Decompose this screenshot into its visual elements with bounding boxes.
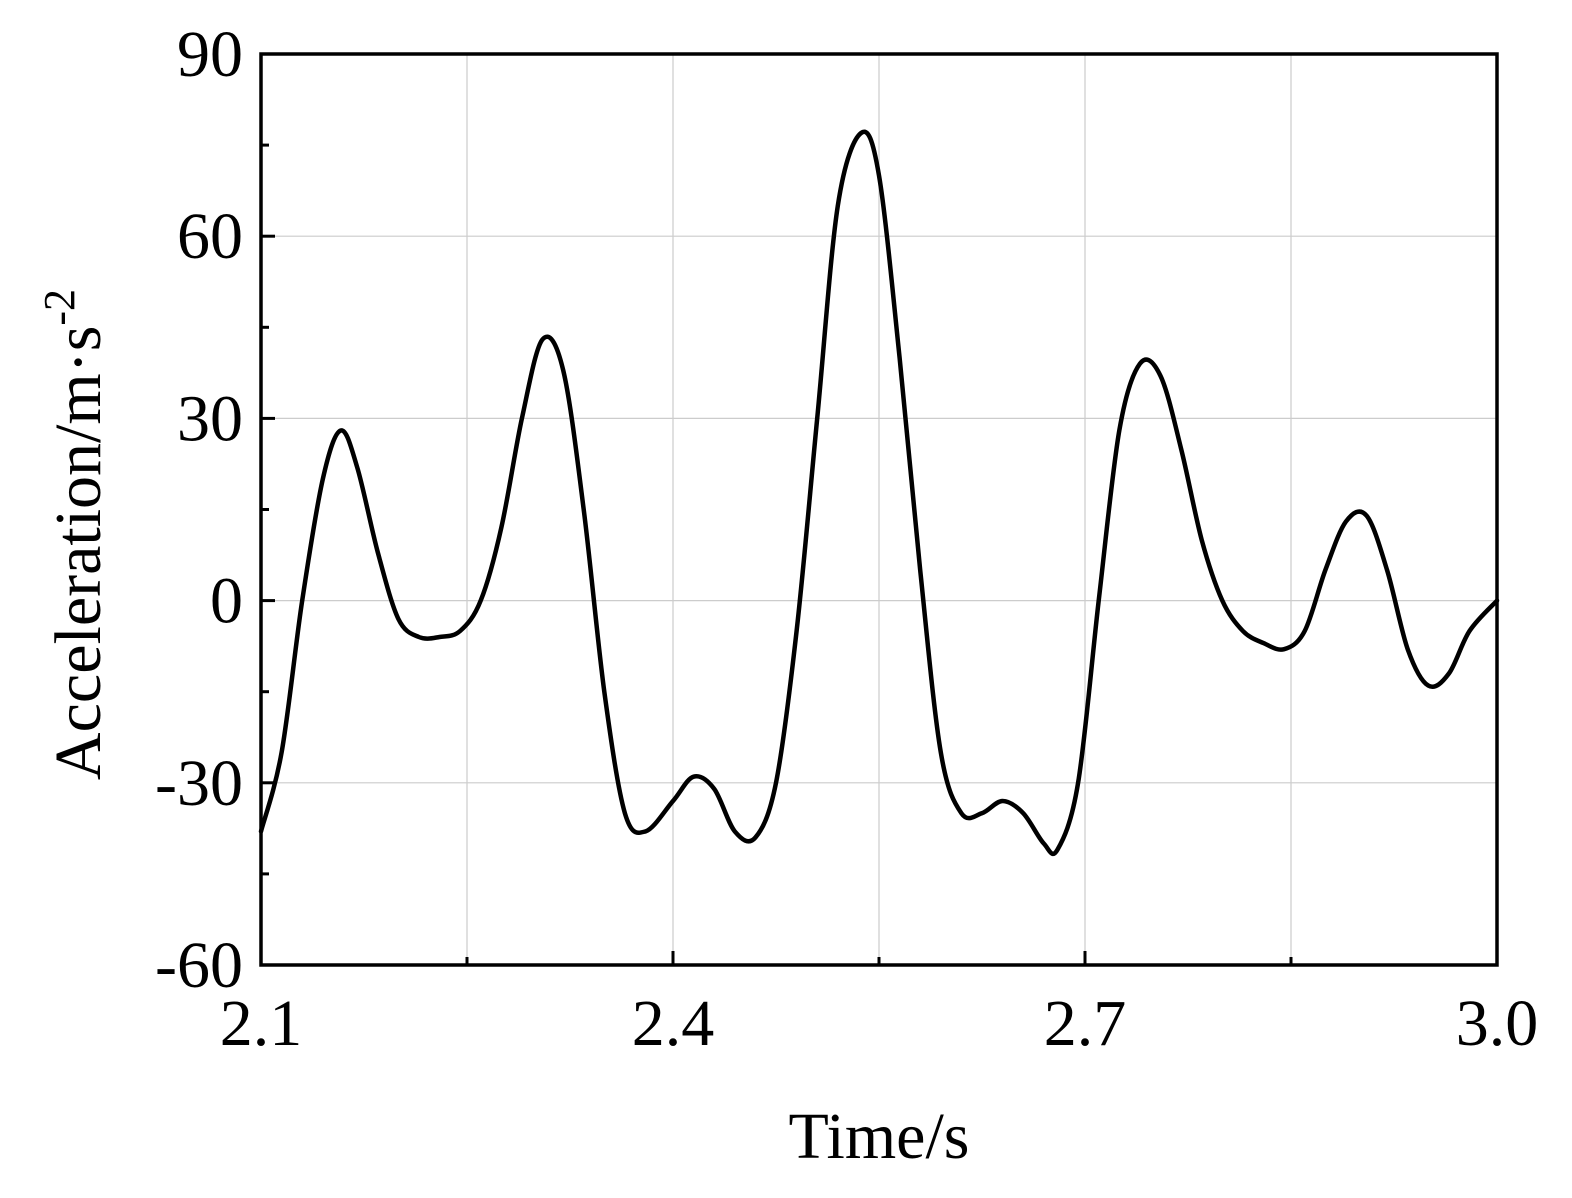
y-tick-labels: -60 -30 0 30 60 90: [155, 18, 243, 1002]
y-tick-label-5: 90: [177, 18, 243, 91]
ticks: [259, 52, 1499, 967]
x-tick-label-1: 2.4: [632, 987, 715, 1060]
x-tick-label-0: 2.1: [220, 987, 303, 1060]
y-tick-label-2: 0: [210, 565, 243, 638]
y-tick-label-0: -60: [155, 929, 243, 1002]
y-axis-title-base: Acceleration/m·s: [42, 326, 115, 780]
x-tick-label-3: 3.0: [1456, 987, 1539, 1060]
y-tick-label-1: -30: [155, 747, 243, 820]
y-tick-label-3: 30: [177, 382, 243, 455]
y-tick-label-4: 60: [177, 200, 243, 273]
series-line: [258, 129, 1500, 857]
y-axis-title-superscript: -2: [35, 289, 84, 326]
grid: [260, 53, 1498, 966]
x-tick-labels: 2.1 2.4 2.7 3.0: [220, 987, 1539, 1060]
x-tick-label-2: 2.7: [1044, 987, 1127, 1060]
x-axis-title: Time/s: [789, 1100, 970, 1173]
y-axis-title: Acceleration/m·s-2: [35, 289, 115, 780]
